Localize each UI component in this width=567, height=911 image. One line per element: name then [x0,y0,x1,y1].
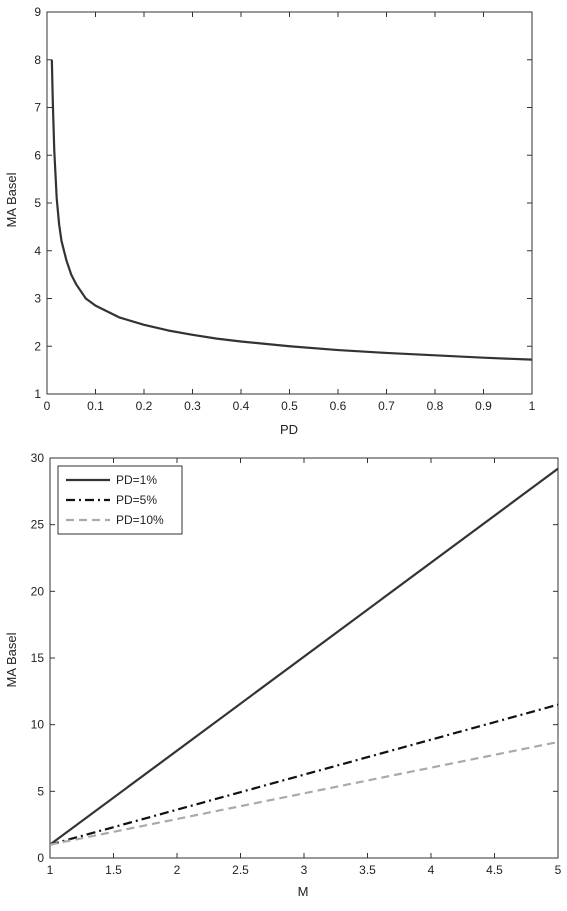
chart-m-vs-ma-x-tick-label: 5 [555,863,562,877]
chart-m-vs-ma: M MA Basel 1 1.5 2 2.5 3 3.5 4 4.5 5 0 5 10 15 20 25 30… [4,451,562,899]
chart-m-vs-ma-legend-label: PD=10% [116,513,164,527]
chart-pd-vs-ma-series-line-1 [50,59,533,361]
chart-m-vs-ma-y-axis-label: MA Basel [4,632,19,687]
chart-pd-vs-ma-y-tick-label: 6 [34,148,41,162]
chart-pd-vs-ma-x-tick-label: 0.9 [475,399,492,413]
chart-m-vs-ma-x-tick-label: 2 [174,863,181,877]
chart-pd-vs-ma-plot-frame [46,11,533,395]
chart-pd-vs-ma-x-tick-label: 0.8 [427,399,444,413]
chart-m-vs-ma-legend-label: PD=5% [116,493,157,507]
chart-pd-vs-ma: PD MA Basel 0 0.1 0.2 0.3 0.4 0.5 0.6 0.7 0.8 0.9… [4,5,536,437]
chart-m-vs-ma-x-axis-label: M [298,884,309,899]
chart-pd-vs-ma-y-tick-label: 5 [34,196,41,210]
chart-pd-vs-ma-y-tick-label: 7 [34,101,41,115]
chart-pd-vs-ma-x-tick-label: 0.2 [136,399,153,413]
chart-pd-vs-ma-x-tick-label: 0.7 [378,399,395,413]
chart-m-vs-ma-x-tick-label: 3 [301,863,308,877]
chart-m-vs-ma-x-tick-label: 3.5 [359,863,376,877]
chart-pd-vs-ma-y-tick-label: 9 [34,5,41,19]
chart-pd-vs-ma-x-tick-label: 0.5 [281,399,298,413]
chart-m-vs-ma-series-line-2 [49,703,559,846]
chart-m-vs-ma-y-tick-label: 25 [31,518,45,532]
chart-pd-vs-ma-x-tick-label: 0.6 [330,399,347,413]
chart-pd-vs-ma-y-tick-label: 4 [34,244,41,258]
chart-pd-vs-ma-x-tick-label: 0.1 [87,399,104,413]
chart-m-vs-ma-y-tick-label: 0 [37,851,44,865]
chart-pd-vs-ma-y-tick-label: 8 [34,53,41,67]
chart-m-vs-ma-x-tick-label: 4.5 [486,863,503,877]
chart-m-vs-ma-legend-label: PD=1% [116,473,157,487]
chart-m-vs-ma-y-tick-label: 30 [31,451,45,465]
chart-pd-vs-ma-y-axis-label: MA Basel [4,172,19,227]
chart-pd-vs-ma-x-tick-label: 1 [529,399,536,413]
chart-m-vs-ma-y-tick-label: 20 [31,584,45,598]
chart-m-vs-ma-y-tick-label: 15 [31,651,45,665]
chart-m-vs-ma-legend-box [57,465,183,535]
chart-m-vs-ma-series-line-1 [49,467,559,846]
chart-m-vs-ma-y-tick-label: 10 [31,718,45,732]
chart-pd-vs-ma-y-tick-label: 3 [34,292,41,306]
chart-m-vs-ma-x-tick-label: 2.5 [232,863,249,877]
chart-pd-vs-ma-x-tick-label: 0.4 [233,399,250,413]
chart-pd-vs-ma-x-tick-label: 0.3 [184,399,201,413]
chart-pd-vs-ma-y-tick-label: 1 [34,387,41,401]
chart-pd-vs-ma-x-tick-label: 0 [44,399,51,413]
chart-m-vs-ma-y-tick-label: 5 [37,784,44,798]
chart-m-vs-ma-x-tick-label: 1 [47,863,54,877]
chart-pd-vs-ma-x-axis-label: PD [280,422,298,437]
chart-m-vs-ma-x-tick-label: 4 [428,863,435,877]
chart-m-vs-ma-legend: PD=1% PD=5% PD=10% [57,465,183,535]
chart-m-vs-ma-x-tick-label: 1.5 [105,863,122,877]
chart-pd-vs-ma-y-tick-label: 2 [34,339,41,353]
chart-m-vs-ma-series-line-3 [49,740,559,846]
